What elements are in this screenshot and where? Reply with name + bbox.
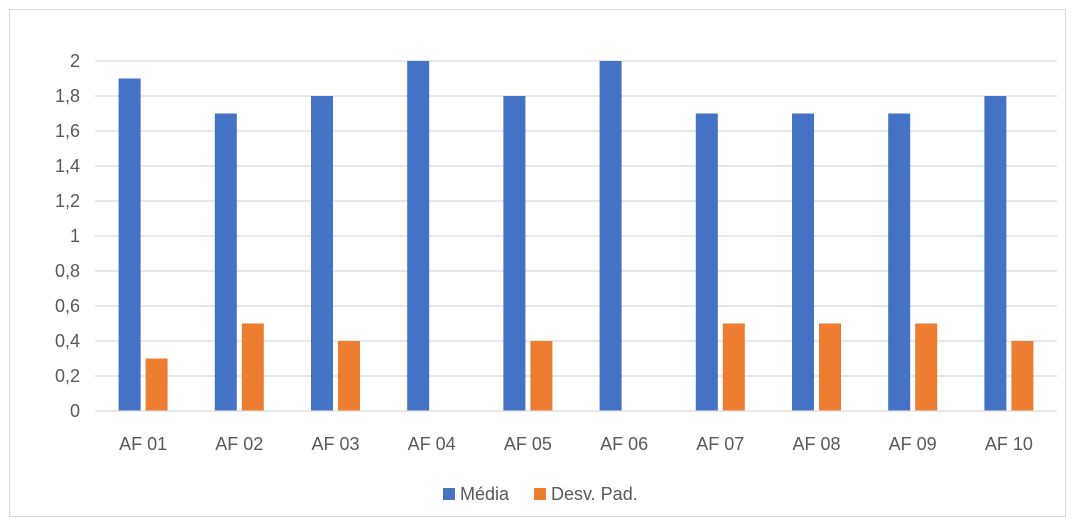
y-tick-label: 0,8 bbox=[55, 261, 80, 281]
x-axis-ticks: AF 01 AF 02 AF 03 AF 04 AF 05 AF 06 AF 07 AF 08… bbox=[119, 434, 1033, 454]
y-tick-label: 0 bbox=[70, 401, 80, 421]
x-tick-label: AF 01 bbox=[119, 434, 167, 454]
legend-swatch bbox=[443, 488, 455, 500]
bar-media bbox=[888, 113, 911, 411]
y-tick-label: 1,8 bbox=[55, 86, 80, 106]
bar-media bbox=[695, 113, 718, 411]
x-tick-label: AF 10 bbox=[985, 434, 1033, 454]
legend-swatch bbox=[534, 488, 546, 500]
x-tick-label: AF 06 bbox=[600, 434, 648, 454]
bar-media bbox=[984, 96, 1007, 411]
bar-media bbox=[503, 96, 526, 411]
bars bbox=[118, 61, 1034, 411]
y-tick-label: 2 bbox=[70, 51, 80, 71]
y-tick-label: 0,6 bbox=[55, 296, 80, 316]
legend-label: Média bbox=[460, 484, 510, 504]
legend-label: Desv. Pad. bbox=[551, 484, 638, 504]
y-tick-label: 1 bbox=[70, 226, 80, 246]
bar-media bbox=[792, 113, 814, 411]
bar-desv-pad bbox=[819, 323, 841, 411]
y-tick-label: 1,4 bbox=[55, 156, 80, 176]
x-tick-label: AF 09 bbox=[889, 434, 937, 454]
bar-desv-pad bbox=[722, 323, 745, 411]
bar-desv-pad bbox=[241, 323, 264, 411]
y-tick-label: 0,2 bbox=[55, 366, 80, 386]
bar-desv-pad bbox=[530, 341, 553, 411]
y-tick-label: 1,2 bbox=[55, 191, 80, 211]
bar-desv-pad bbox=[1011, 341, 1034, 411]
x-tick-label: AF 04 bbox=[408, 434, 456, 454]
bar-media bbox=[214, 113, 237, 411]
bar-media bbox=[407, 61, 430, 411]
bar-media bbox=[599, 61, 622, 411]
x-tick-label: AF 05 bbox=[504, 434, 552, 454]
y-tick-label: 0,4 bbox=[55, 331, 80, 351]
bar-media bbox=[311, 96, 333, 411]
bar-desv-pad bbox=[145, 358, 168, 411]
x-tick-label: AF 07 bbox=[696, 434, 744, 454]
bar-desv-pad bbox=[915, 323, 938, 411]
gridlines bbox=[95, 60, 1057, 377]
y-axis-ticks: 0 0,2 0,4 0,6 0,8 1 1,2 1,4 1,6 1,8 2 bbox=[55, 51, 80, 421]
x-tick-label: AF 08 bbox=[792, 434, 840, 454]
legend: Média Desv. Pad. bbox=[443, 484, 638, 504]
x-tick-label: AF 03 bbox=[311, 434, 359, 454]
bar-media bbox=[118, 78, 141, 411]
bar-desv-pad bbox=[338, 341, 360, 411]
y-tick-label: 1,6 bbox=[55, 121, 80, 141]
x-tick-label: AF 02 bbox=[215, 434, 263, 454]
